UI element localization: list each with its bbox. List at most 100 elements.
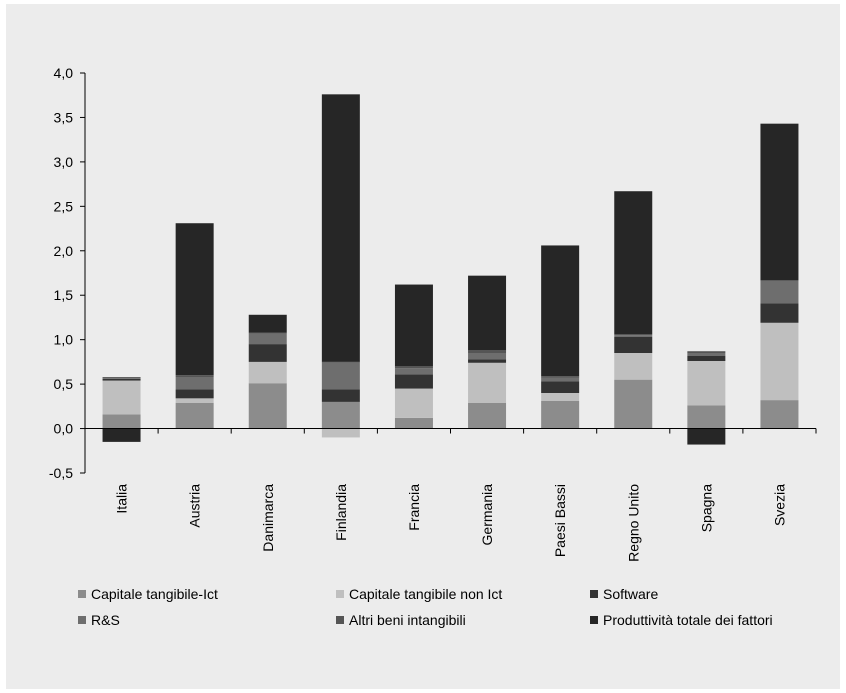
y-tick-label: 1,0 [54, 332, 74, 348]
legend-swatch [590, 616, 598, 624]
y-tick-label: -0,5 [49, 465, 73, 481]
bar-segment [468, 350, 507, 353]
legend-label: R&S [91, 612, 120, 628]
bar-segment [687, 361, 726, 406]
bar-segment [321, 362, 360, 390]
legend-item: R&S [78, 612, 120, 628]
x-tick-label: Germania [479, 484, 495, 546]
bar-segment [614, 337, 653, 353]
legend-swatch [336, 616, 344, 624]
bar-segment [175, 402, 214, 429]
y-tick-label: 1,5 [54, 287, 74, 303]
bar-segment [248, 332, 287, 334]
bar-segment [102, 414, 141, 429]
bar-segment [175, 223, 214, 376]
bar-segment [468, 402, 507, 429]
bar-segment [468, 359, 507, 363]
stacked-bar-chart: -0,5 0,0 0,5 1,0 1,5 2,0 2,5 3,0 3,5 4,0 Italia Aus… [49, 65, 817, 562]
bar-segment [468, 362, 507, 403]
bar-segment [541, 393, 580, 401]
bar-segment [248, 361, 287, 384]
legend-item: Capitale tangibile-Ict [78, 586, 218, 602]
bar-segment [175, 377, 214, 390]
bar-segment [394, 374, 433, 389]
bar-segment [394, 388, 433, 418]
bar-segment [102, 377, 141, 379]
x-tick-label: Svezia [771, 484, 787, 526]
axis-layer: -0,5 0,0 0,5 1,0 1,5 2,0 2,5 3,0 3,5 4,0 Italia Aus… [49, 65, 817, 562]
bar-segment [760, 322, 799, 401]
y-tick-label: 0,0 [54, 421, 74, 437]
bar-segment [394, 368, 433, 375]
x-tick-label: Italia [114, 484, 130, 514]
bar-segment [541, 376, 580, 378]
x-tick-label: Francia [406, 484, 422, 531]
bar-segment [321, 401, 360, 429]
bar-segment [760, 400, 799, 429]
bar-segment [321, 361, 360, 363]
x-tick-label: Danimarca [260, 484, 276, 552]
bar-segment [541, 401, 580, 429]
bar-segment [321, 389, 360, 402]
legend: Capitale tangibile-Ict Capitale tangibile… [78, 586, 838, 634]
bar-segment [687, 353, 726, 356]
legend-swatch [590, 590, 598, 598]
bar-segment [321, 428, 360, 438]
legend-swatch [78, 616, 86, 624]
legend-label: Capitale tangibile-Ict [91, 586, 218, 602]
x-tick-label: Finlandia [333, 484, 349, 541]
x-tick-label: Spagna [698, 484, 714, 532]
bar-segment [468, 275, 507, 351]
bar-segment [687, 355, 726, 361]
y-tick-label: 4,0 [54, 65, 74, 81]
bar-segment [614, 335, 653, 337]
bar-segment [468, 353, 507, 360]
bar-segment [321, 94, 360, 362]
bar-segment [687, 405, 726, 429]
bar-segment [175, 389, 214, 399]
chart-panel: -0,5 0,0 0,5 1,0 1,5 2,0 2,5 3,0 3,5 4,0 Italia Aus… [6, 4, 840, 689]
y-tick-label: 2,5 [54, 198, 74, 214]
bar-segment [102, 380, 141, 415]
bar-segment [760, 280, 799, 281]
bar-segment [614, 191, 653, 335]
bar-segment [248, 383, 287, 429]
bar-segment [175, 398, 214, 403]
legend-item: Produttività totale dei fattori [590, 612, 773, 628]
y-tick-label: 0,5 [54, 376, 74, 392]
legend-label: Produttività totale dei fattori [603, 612, 773, 628]
bars-layer [102, 94, 799, 445]
bar-segment [394, 417, 433, 429]
y-tick-label: 3,0 [54, 154, 74, 170]
bar-segment [175, 375, 214, 377]
legend-swatch [336, 590, 344, 598]
legend-item: Altri beni intangibili [336, 612, 466, 628]
bar-segment [687, 351, 726, 353]
bar-segment [687, 428, 726, 445]
bar-segment [248, 314, 287, 333]
bar-segment [760, 303, 799, 323]
legend-label: Capitale tangibile non Ict [349, 586, 503, 602]
bar-segment [541, 381, 580, 393]
legend-label: Altri beni intangibili [349, 612, 466, 628]
bar-segment [541, 245, 580, 377]
x-tick-label: Regno Unito [625, 484, 641, 562]
bar-segment [102, 428, 141, 442]
bar-segment [248, 333, 287, 345]
bar-segment [614, 334, 653, 336]
bar-segment [760, 281, 799, 304]
bar-segment [248, 344, 287, 362]
bar-segment [102, 378, 141, 381]
legend-label: Software [603, 586, 659, 602]
bar-segment [614, 353, 653, 380]
legend-swatch [78, 590, 86, 598]
bar-segment [102, 377, 141, 378]
x-tick-label: Austria [187, 484, 203, 528]
bar-segment [394, 284, 433, 367]
bar-segment [614, 379, 653, 429]
bar-segment [394, 366, 433, 369]
y-tick-label: 2,0 [54, 243, 74, 259]
y-tick-label: 3,5 [54, 109, 74, 125]
legend-item: Capitale tangibile non Ict [336, 586, 502, 602]
bar-segment [541, 377, 580, 382]
